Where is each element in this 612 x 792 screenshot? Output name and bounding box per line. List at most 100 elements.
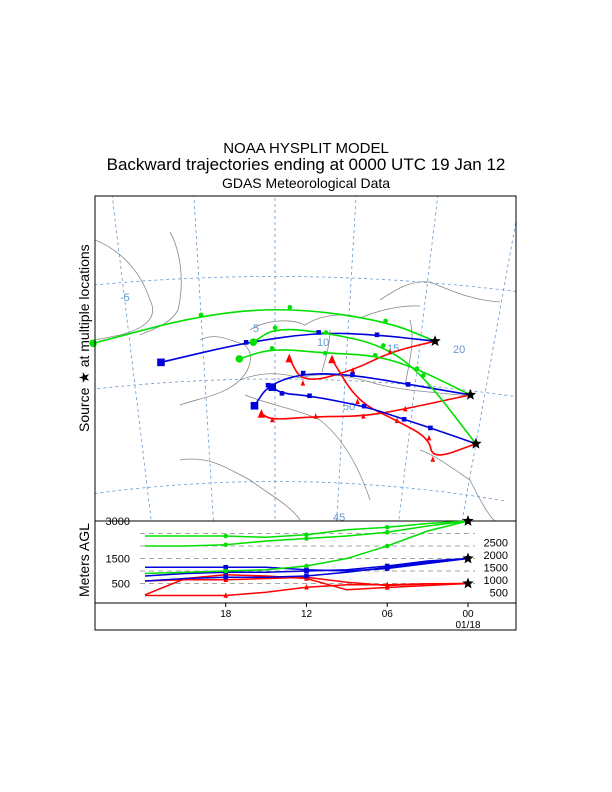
map-boundary-line — [419, 449, 496, 521]
height-trace-marker — [384, 543, 390, 549]
start-height-star — [462, 577, 474, 589]
trajectory-marker — [322, 350, 328, 356]
trajectory-marker — [285, 353, 294, 363]
height-trace-marker — [304, 536, 309, 541]
map-boundary-line — [249, 305, 421, 331]
parallel-line — [95, 276, 516, 292]
chart-subtitle: Backward trajectories ending at 0000 UTC… — [106, 155, 506, 174]
trajectory-marker — [157, 358, 165, 367]
start-height-star — [462, 552, 474, 564]
trajectory-marker — [383, 318, 388, 324]
trajectory-marker — [374, 332, 380, 338]
right-height-tick: 2500 — [484, 538, 508, 550]
trajectory-line — [331, 359, 477, 456]
parallel-line — [95, 481, 506, 502]
height-trace-marker — [223, 542, 229, 548]
trajectory-marker — [300, 370, 306, 376]
trajectory-marker — [421, 373, 426, 378]
trajectory-line — [271, 386, 477, 445]
trajectory-marker — [198, 312, 204, 318]
trajectory-marker — [381, 343, 386, 348]
height-trace-marker — [304, 573, 309, 579]
data-source-label: GDAS Meteorological Data — [221, 175, 391, 191]
source-star — [464, 388, 477, 400]
map-grid — [95, 196, 516, 521]
trajectory-marker — [350, 372, 355, 377]
trajectory-marker — [387, 348, 393, 355]
trajectory-marker — [394, 417, 400, 424]
trajectory-marker — [279, 391, 285, 396]
map-frame — [94, 195, 517, 522]
trajectory-line — [95, 308, 436, 344]
trajectory-line — [239, 349, 471, 396]
left-height-tick: 500 — [112, 579, 130, 591]
height-trace-marker — [304, 532, 309, 538]
trajectory-marker — [250, 401, 259, 410]
height-trace-marker — [223, 592, 229, 598]
start-height-star — [462, 515, 474, 526]
trajectory-marker — [401, 416, 407, 422]
height-trace-marker — [384, 524, 390, 530]
date-label: 01/18 — [455, 620, 480, 631]
map-boundary-line — [95, 239, 153, 341]
model-title: NOAA HYSPLIT MODEL — [223, 140, 389, 157]
trajectory-marker — [350, 367, 356, 373]
trajectory-marker — [426, 434, 432, 441]
trajectory-marker — [430, 456, 436, 462]
trajectory-marker — [355, 398, 360, 404]
source-star — [470, 437, 482, 449]
meridian-line — [461, 218, 516, 521]
trajectory-marker — [272, 325, 278, 331]
trajectory-marker — [268, 383, 277, 392]
height-trace-marker — [384, 566, 390, 571]
height-trace-marker — [223, 574, 229, 580]
height-trace-marker — [384, 581, 390, 588]
left-height-tick: 1500 — [106, 554, 130, 566]
map-boundary-line — [379, 281, 501, 303]
trajectory-marker — [287, 305, 293, 310]
right-height-tick: 1500 — [484, 563, 508, 575]
grid-label: -5 — [120, 292, 130, 304]
height-trace-marker — [304, 583, 309, 590]
right-height-tick: 500 — [490, 588, 508, 600]
time-tick-label: 06 — [382, 609, 394, 620]
meridian-line — [336, 196, 357, 521]
map-boundary-line — [139, 231, 182, 336]
trajectory-line — [288, 340, 436, 380]
trajectory-marker — [361, 403, 367, 409]
height-trace-marker — [384, 529, 390, 535]
height-trace-marker — [223, 533, 229, 539]
map-boundary-line — [179, 458, 301, 521]
trajectory-marker — [414, 366, 420, 371]
height-trace-marker — [223, 564, 229, 570]
trajectory-marker — [313, 413, 318, 419]
trajectory-marker — [316, 330, 322, 335]
time-tick-label: 00 — [462, 609, 474, 620]
height-panel-frame — [94, 520, 517, 631]
source-star — [429, 335, 441, 346]
map-boundary-line — [179, 336, 251, 406]
meridian-line — [111, 196, 152, 521]
trajectory-marker — [257, 409, 266, 418]
height-trace-marker — [304, 567, 309, 573]
trajectory-marker — [405, 382, 411, 387]
grid-label: 5 — [253, 323, 259, 335]
meridian-line — [398, 196, 439, 521]
trajectory-marker — [89, 339, 97, 348]
grid-label: 20 — [453, 344, 465, 356]
trajectory-marker — [243, 340, 249, 345]
trajectory-marker — [372, 352, 378, 358]
trajectory-marker — [265, 382, 271, 388]
height-trace-marker — [223, 568, 229, 574]
trajectory-marker — [307, 393, 312, 399]
trajectory-group — [95, 308, 477, 456]
left-height-tick: 3000 — [106, 516, 130, 528]
right-height-tick: 2000 — [484, 550, 508, 562]
height-trace-marker — [304, 563, 309, 569]
map-boundary-line — [244, 394, 371, 501]
trajectory-line — [252, 328, 477, 445]
trajectory-marker — [402, 405, 408, 412]
time-tick-label: 12 — [301, 609, 313, 620]
trajectory-line — [261, 394, 471, 420]
